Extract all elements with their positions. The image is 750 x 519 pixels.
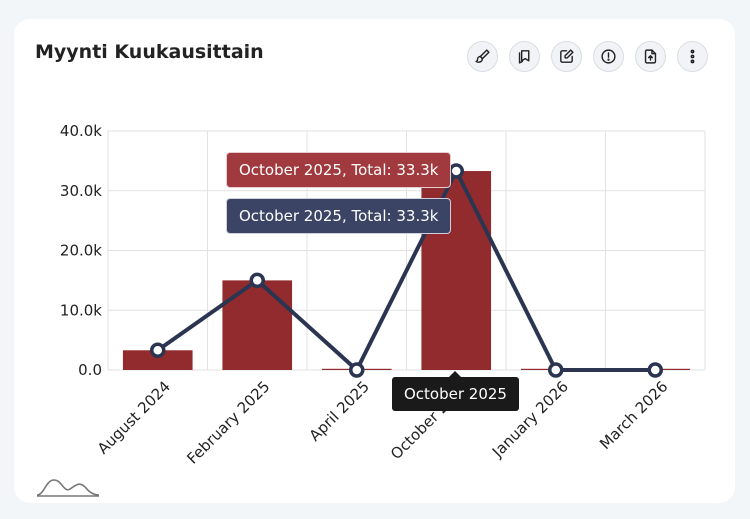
- line-point: [349, 362, 365, 378]
- y-tick-label: 40.0k: [60, 122, 102, 140]
- export-button[interactable]: [635, 41, 666, 72]
- more-options-button[interactable]: [677, 41, 708, 72]
- chart-toolbar: [467, 41, 708, 72]
- line-point: [548, 362, 564, 378]
- info-button[interactable]: [593, 41, 624, 72]
- export-icon: [644, 49, 657, 64]
- line-point: [249, 272, 265, 289]
- y-tick-label: 0.0: [78, 361, 102, 379]
- x-tick-label: March 2026: [596, 378, 671, 453]
- x-tick-label: February 2025: [183, 378, 273, 468]
- y-axis: 0.0 10.0k 20.0k 30.0k 40.0k: [60, 122, 102, 379]
- bar: [222, 280, 293, 370]
- info-icon: [601, 49, 616, 64]
- more-vertical-icon: [690, 49, 695, 64]
- line-series: [150, 163, 663, 378]
- bar: [122, 350, 193, 370]
- y-tick-label: 20.0k: [60, 242, 102, 260]
- chart-title: Myynti Kuukausittain: [35, 41, 264, 63]
- line-point: [647, 362, 663, 378]
- x-tick-label: April 2025: [306, 378, 373, 445]
- x-tick-label: August 2024: [94, 378, 174, 458]
- chart-logo-icon: [36, 479, 100, 497]
- edit-button[interactable]: [551, 41, 582, 72]
- line-point: [150, 342, 166, 359]
- brush-icon: [475, 49, 490, 63]
- line-path: [156, 169, 656, 372]
- copy-button[interactable]: [509, 41, 540, 72]
- brush-button[interactable]: [467, 41, 498, 72]
- bar-tooltip: October 2025, Total: 33.3k: [226, 152, 452, 188]
- chart-card: [14, 19, 735, 503]
- copy-icon: [518, 50, 530, 64]
- line-tooltip: October 2025, Total: 33.3k: [226, 198, 452, 234]
- y-tick-label: 10.0k: [60, 301, 102, 319]
- y-tick-label: 30.0k: [60, 182, 102, 200]
- axis-pointer-label: October 2025: [392, 371, 519, 411]
- grid: [107, 130, 706, 371]
- edit-icon: [560, 49, 574, 63]
- line-point: [448, 163, 464, 179]
- x-axis: August 2024 February 2025 April 2025 Octobe…: [94, 378, 672, 468]
